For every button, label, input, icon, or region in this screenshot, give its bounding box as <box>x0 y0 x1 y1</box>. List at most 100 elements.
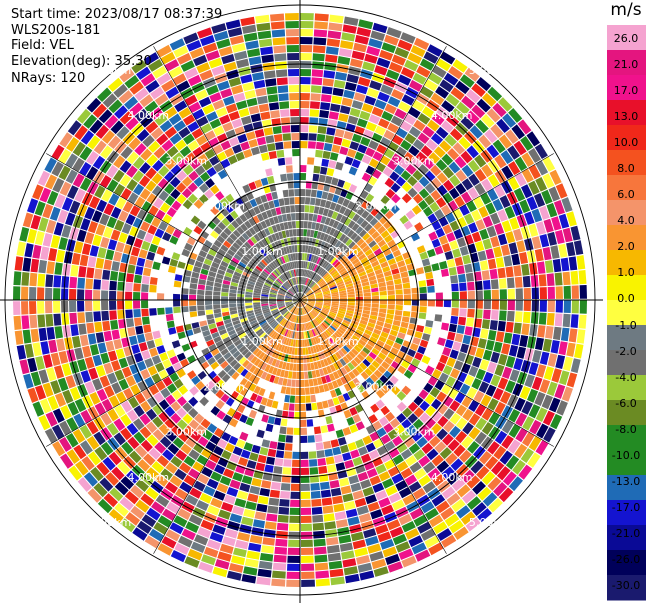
range-gate <box>500 300 507 310</box>
range-gate <box>45 301 52 313</box>
range-gate <box>324 449 333 457</box>
range-gate <box>283 403 289 411</box>
range-gate <box>482 270 490 280</box>
range-gate <box>243 149 252 158</box>
range-gate <box>293 229 297 236</box>
range-gate <box>519 335 528 347</box>
range-gate <box>46 261 55 274</box>
range-gate <box>267 176 275 184</box>
range-gate <box>259 561 273 570</box>
range-gate <box>94 269 102 280</box>
range-ring-label: 1.00km <box>241 335 283 348</box>
range-gate <box>21 272 29 286</box>
range-gate <box>86 267 94 278</box>
range-gate <box>29 287 36 300</box>
range-gate <box>96 258 105 269</box>
range-gate <box>269 441 277 449</box>
range-gate <box>446 232 456 242</box>
range-gate <box>460 344 469 354</box>
range-gate <box>137 334 146 343</box>
range-gate <box>342 452 352 461</box>
range-gate <box>540 300 547 312</box>
range-gate <box>419 280 427 287</box>
range-gate <box>66 239 76 252</box>
range-gate <box>259 104 270 113</box>
range-gate <box>507 278 515 289</box>
range-gate <box>129 336 138 346</box>
range-gate <box>137 258 146 267</box>
range-gate <box>467 282 475 291</box>
range-gate <box>205 300 212 305</box>
range-gate <box>317 458 326 466</box>
range-gate <box>287 45 299 52</box>
range-gate <box>290 205 295 212</box>
range-gate <box>273 37 286 45</box>
range-gate <box>141 301 148 309</box>
range-gate <box>304 213 309 220</box>
range-gate <box>348 475 359 484</box>
range-gate <box>571 314 579 328</box>
range-gate <box>69 301 76 312</box>
colorbar-tick-label: 13.0 <box>604 110 647 123</box>
range-gate <box>563 272 571 285</box>
range-gate <box>490 269 498 279</box>
range-gate <box>221 292 228 296</box>
range-gate <box>251 147 260 156</box>
range-gate <box>205 305 212 310</box>
range-gate <box>468 346 477 356</box>
range-gate <box>364 293 371 297</box>
range-gate <box>278 85 289 93</box>
range-gate <box>294 428 301 435</box>
range-gate <box>517 347 526 359</box>
range-gate <box>101 311 109 321</box>
range-gate <box>539 274 547 286</box>
range-gate <box>189 289 196 295</box>
range-gate <box>309 206 314 214</box>
range-gate <box>352 159 361 168</box>
range-gate <box>101 280 109 290</box>
range-gate <box>166 314 174 321</box>
range-gate <box>551 340 560 354</box>
range-gate <box>147 340 156 349</box>
range-gate <box>320 482 330 490</box>
range-gate <box>113 339 122 349</box>
range-gate <box>483 310 491 320</box>
range-gate <box>288 69 299 76</box>
range-gate <box>403 311 411 317</box>
range-gate <box>258 496 269 505</box>
range-gate <box>143 268 151 277</box>
range-gate <box>176 325 184 333</box>
range-gate <box>548 287 555 299</box>
range-gate <box>309 379 314 387</box>
range-gate <box>23 258 32 272</box>
range-gate <box>291 125 300 132</box>
range-gate <box>77 301 84 312</box>
range-gate <box>269 391 276 399</box>
range-gate <box>274 53 286 61</box>
range-gate <box>125 310 133 319</box>
range-gate <box>325 135 334 143</box>
colorbar-tick-label: -30.0 <box>604 579 647 592</box>
range-gate <box>241 517 253 526</box>
range-gate <box>279 427 286 435</box>
range-gate <box>311 190 317 198</box>
range-gate <box>300 125 308 132</box>
range-gate <box>475 348 484 359</box>
range-gate <box>301 492 311 499</box>
range-gate <box>450 275 458 283</box>
range-gate <box>445 251 454 260</box>
range-gate <box>244 90 256 99</box>
range-gate <box>450 349 459 359</box>
range-gate <box>353 43 367 53</box>
range-gate <box>198 284 206 290</box>
range-gate <box>21 315 29 329</box>
range-gate <box>318 126 327 134</box>
range-gate <box>72 253 81 265</box>
range-gate <box>348 516 360 525</box>
range-gate <box>197 295 204 300</box>
range-gate <box>301 500 311 507</box>
range-gate <box>447 259 456 268</box>
range-gate <box>320 102 330 110</box>
range-gate <box>93 311 101 321</box>
range-gate <box>310 101 320 109</box>
